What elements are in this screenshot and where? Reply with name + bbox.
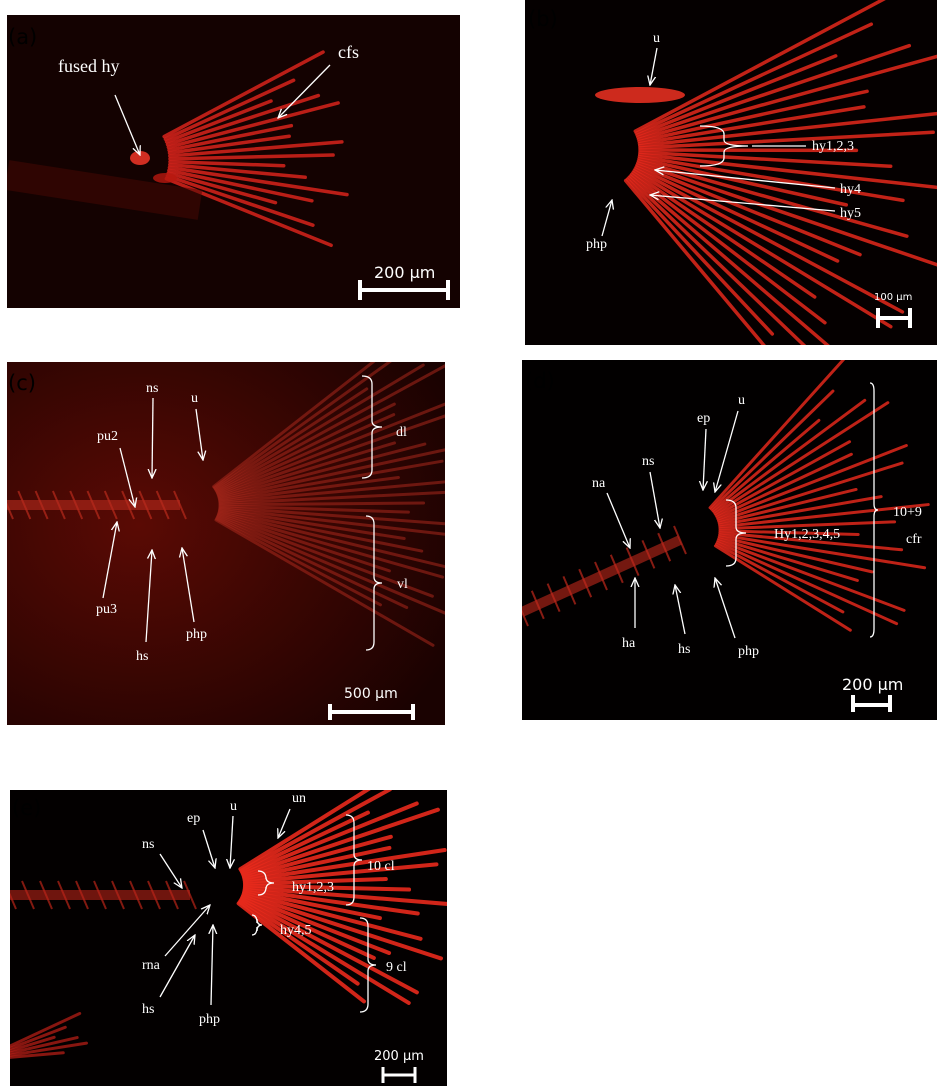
annotation: u	[230, 799, 237, 814]
panel-label: (b)	[528, 7, 558, 31]
annotation: ep	[697, 411, 710, 426]
annotation: u	[738, 393, 745, 408]
annotation: php	[738, 644, 759, 659]
annotation: fused hy	[58, 56, 120, 76]
annotation: php	[186, 627, 207, 642]
annotation: hs	[678, 642, 690, 657]
glow	[153, 173, 177, 183]
annotation: un	[292, 791, 306, 806]
panel-label: (e)	[12, 796, 41, 820]
scale-label: 200 µm	[374, 1049, 424, 1064]
scale-label: 500 µm	[344, 686, 398, 702]
annotation: ns	[142, 837, 154, 852]
annotation: na	[592, 476, 606, 491]
page: {"panels": [ {"label": "(a)", "annotatio…	[0, 0, 937, 1086]
fin-ray	[220, 503, 424, 505]
annotation: Hy1,2,3,4,5	[774, 527, 840, 542]
scale-label: 100 µm	[874, 292, 912, 303]
scale-label: 200 µm	[842, 675, 903, 694]
annotation: php	[586, 237, 607, 252]
annotation: hs	[136, 649, 148, 664]
panel-label: (c)	[8, 371, 36, 395]
figure: (a) (b) (c) (d) (e) fused hy cfs 200 µm …	[0, 0, 937, 1086]
annotation: hs	[142, 1002, 154, 1017]
annotation: u	[191, 391, 198, 406]
panel-label: (d)	[525, 369, 555, 393]
glow	[595, 87, 685, 103]
annotation: u	[653, 31, 660, 46]
annotation: pu3	[96, 602, 117, 617]
annotation: pu2	[97, 429, 118, 444]
annotation: dl	[396, 425, 407, 440]
annotation: ns	[642, 454, 654, 469]
annotation: hy1,2,3	[812, 139, 854, 154]
annotation: 10+9	[893, 505, 922, 520]
annotation: ep	[187, 811, 200, 826]
annotation: php	[199, 1012, 220, 1027]
annotation: vl	[397, 577, 408, 592]
annotation: rna	[142, 958, 161, 973]
annotation: 9 cl	[386, 960, 407, 975]
scale-label: 200 µm	[374, 263, 435, 282]
annotation: hy4,5	[280, 923, 312, 938]
annotation: hy5	[840, 206, 861, 221]
annotation: ha	[622, 636, 636, 651]
annotation: cfs	[338, 42, 359, 62]
panel-label: (a)	[8, 25, 37, 49]
annotation: cfr	[906, 532, 922, 547]
annotation: ns	[146, 381, 158, 396]
annotation: hy4	[840, 182, 861, 197]
glow	[130, 151, 150, 165]
annotation: 10 cl	[367, 859, 395, 874]
annotation: hy1,2,3	[292, 880, 334, 895]
